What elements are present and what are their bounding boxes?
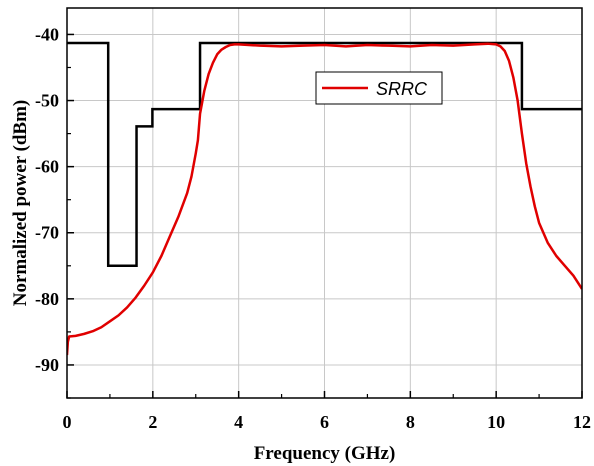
legend: SRRC bbox=[315, 71, 443, 105]
x-tick-label: 2 bbox=[148, 412, 157, 432]
y-tick-label: -60 bbox=[35, 157, 59, 177]
x-tick-label: 0 bbox=[63, 412, 72, 432]
y-tick-label: -40 bbox=[35, 24, 59, 44]
x-tick-label: 4 bbox=[234, 412, 243, 432]
x-tick-label: 10 bbox=[487, 412, 505, 432]
grid bbox=[67, 8, 582, 398]
x-tick-label: 12 bbox=[573, 412, 591, 432]
tick-marks bbox=[66, 33, 583, 399]
series-line-mask bbox=[67, 41, 582, 268]
y-tick-label: -90 bbox=[35, 355, 59, 375]
x-tick-label: 8 bbox=[406, 412, 415, 432]
y-tick-label: -80 bbox=[35, 289, 59, 309]
y-tick-label: -70 bbox=[35, 223, 59, 243]
x-axis-title: Frequency (GHz) bbox=[254, 443, 396, 464]
series-layer bbox=[67, 41, 582, 356]
y-tick-labels: -40 -50 -60 -70 -80 -90 bbox=[35, 24, 59, 375]
x-tick-label: 6 bbox=[320, 412, 329, 432]
series-line-srrc bbox=[67, 42, 582, 356]
y-tick-label: -50 bbox=[35, 91, 59, 111]
y-axis-title: Normalized power (dBm) bbox=[10, 100, 31, 307]
legend-label-srrc: SRRC bbox=[376, 79, 428, 99]
x-tick-labels: 0 2 4 6 8 10 12 bbox=[63, 412, 592, 432]
